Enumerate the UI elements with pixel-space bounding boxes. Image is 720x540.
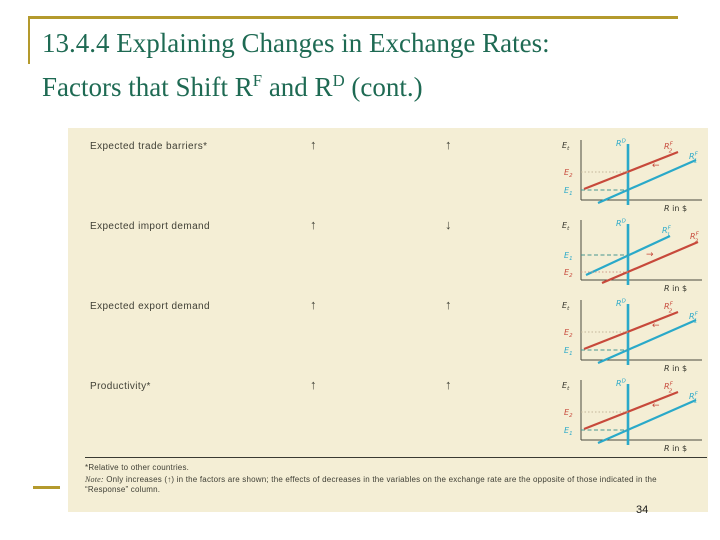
svg-text:←: ← — [652, 161, 660, 171]
svg-text:Et: Et — [562, 221, 570, 232]
response-e-arrow: ↑ — [445, 137, 452, 152]
top-accent-rule — [28, 16, 678, 19]
svg-text:R in $: R in $ — [664, 444, 687, 453]
title-superscript-f: F — [252, 71, 263, 90]
svg-text:R in $: R in $ — [664, 204, 687, 213]
exchange-rate-graph: Et RD R in $ RF 1 RF 2 ← E2 E1 — [562, 139, 702, 213]
title-line2-text: and R — [262, 72, 333, 102]
response-e-arrow: ↑ — [445, 377, 452, 392]
exchange-rate-graph: Et RD R in $ RF 1 RF 2 ← E2 E1 — [562, 299, 702, 373]
title-superscript-d: D — [332, 71, 345, 90]
title-line2-text: Factors that Shift R — [42, 72, 253, 102]
svg-text:RF1: RF 1 — [689, 312, 699, 325]
bottom-accent-dash — [33, 486, 60, 489]
svg-text:RF2: RF 2 — [690, 232, 700, 245]
svg-text:RF1: RF 1 — [689, 392, 699, 405]
footnote-divider — [85, 457, 707, 458]
svg-text:←: ← — [652, 401, 660, 411]
table-row: Expected export demand ↑ ↑ Et RD R in $ RF 1… — [68, 295, 708, 373]
svg-text:RD: RD — [616, 299, 626, 309]
svg-text:E2: E2 — [564, 328, 573, 339]
page-number: 34 — [636, 504, 649, 516]
svg-text:E1: E1 — [564, 426, 573, 437]
slide-title: 13.4.4 Explaining Changes in Exchange Ra… — [42, 24, 682, 106]
svg-text:Et: Et — [562, 301, 570, 312]
svg-text:Et: Et — [562, 141, 570, 152]
exchange-rate-graph: Et RD R in $ RF 1 RF 2 → E1 E2 — [562, 219, 702, 293]
svg-text:E1: E1 — [564, 251, 573, 262]
response-e-arrow: ↑ — [445, 297, 452, 312]
svg-text:←: ← — [652, 321, 660, 331]
response-rf-arrow: ↑ — [310, 217, 317, 232]
svg-text:RD: RD — [616, 219, 626, 229]
svg-text:RF2: RF 2 — [664, 382, 674, 395]
svg-text:RF2: RF 2 — [664, 302, 674, 315]
svg-text:R in $: R in $ — [664, 284, 687, 293]
footnote-note-label: Note: — [85, 475, 104, 484]
response-rf-arrow: ↑ — [310, 137, 317, 152]
response-e-arrow: ↓ — [445, 217, 452, 232]
svg-text:RD: RD — [616, 379, 626, 389]
response-rf-arrow: ↑ — [310, 297, 317, 312]
svg-text:→: → — [646, 250, 654, 260]
title-line1: 13.4.4 Explaining Changes in Exchange Ra… — [42, 28, 550, 58]
svg-text:E2: E2 — [564, 408, 573, 419]
table-row: Expected import demand ↑ ↓ Et RD R in $ RF 1… — [68, 215, 708, 293]
svg-text:E2: E2 — [564, 268, 573, 279]
svg-text:E2: E2 — [564, 168, 573, 179]
svg-text:RF1: RF 1 — [662, 226, 672, 239]
svg-text:RF2: RF 2 — [664, 142, 674, 155]
table-row: Expected trade barriers* ↑ ↑ Et RD R in $ R… — [68, 135, 708, 213]
svg-text:E1: E1 — [564, 186, 573, 197]
title-line2-text: (cont.) — [344, 72, 423, 102]
factor-label: Productivity* — [90, 381, 151, 392]
left-accent-rule — [28, 16, 30, 64]
footnote-note-text: Only increases (↑) in the factors are sh… — [85, 475, 657, 494]
response-rf-arrow: ↑ — [310, 377, 317, 392]
svg-text:Et: Et — [562, 381, 570, 392]
factor-label: Expected import demand — [90, 221, 210, 232]
footnote-relative: *Relative to other countries. — [85, 463, 190, 472]
svg-text:RD: RD — [616, 139, 626, 149]
svg-text:R in $: R in $ — [664, 364, 687, 373]
svg-text:RF1: RF 1 — [689, 152, 699, 165]
table-row: Productivity* ↑ ↑ Et RD R in $ RF 1 RF 2 ← E2 E1 — [68, 375, 708, 453]
factor-label: Expected export demand — [90, 301, 210, 312]
exchange-rate-graph: Et RD R in $ RF 1 RF 2 ← E2 E1 — [562, 379, 702, 453]
footnote-note: Note: Only increases (↑) in the factors … — [85, 475, 699, 495]
factor-label: Expected trade barriers* — [90, 141, 208, 152]
factors-table: Expected trade barriers* ↑ ↑ Et RD R in $ R… — [68, 128, 708, 512]
svg-text:E1: E1 — [564, 346, 573, 357]
